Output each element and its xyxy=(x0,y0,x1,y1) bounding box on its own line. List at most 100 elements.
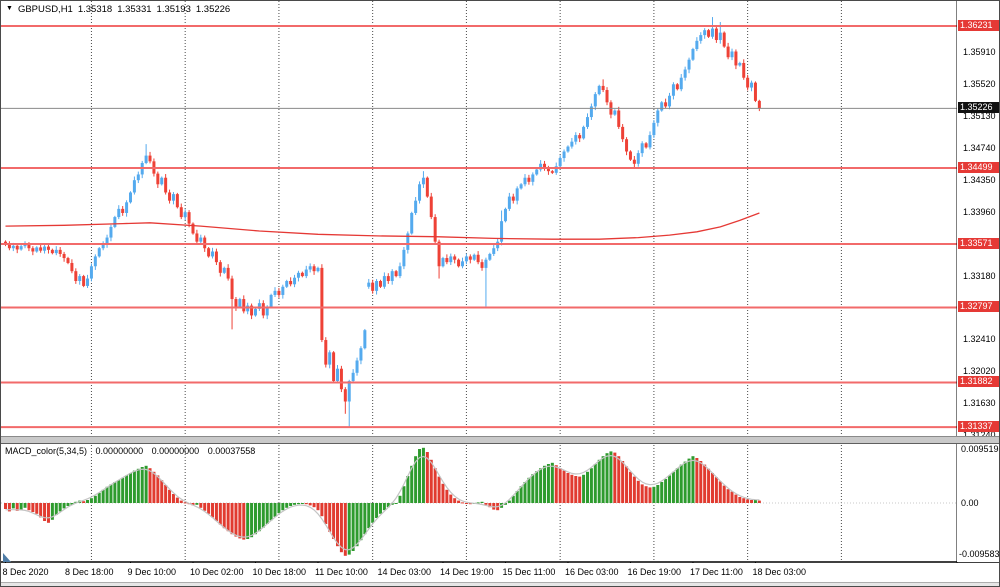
candle-body xyxy=(359,348,363,361)
macd-histogram-bar xyxy=(425,452,429,503)
macd-histogram-bar xyxy=(136,468,140,503)
macd-histogram-bar xyxy=(718,481,722,503)
macd-histogram-bar xyxy=(414,456,418,503)
macd-histogram-bar xyxy=(644,486,648,503)
price-tick-label: 1.34740 xyxy=(963,143,996,154)
macd-histogram-bar xyxy=(175,497,179,503)
candle-body xyxy=(703,30,707,36)
candle-body xyxy=(332,352,336,382)
level-price-badge: 1.33571 xyxy=(958,238,999,250)
candle-body xyxy=(582,126,586,139)
macd-histogram-bar xyxy=(46,503,50,523)
candle-body xyxy=(566,146,570,152)
candle-body xyxy=(328,352,332,365)
moving-average-line xyxy=(5,212,760,240)
candle-body xyxy=(621,126,625,140)
candle-body xyxy=(109,226,113,238)
macd-histogram-bar xyxy=(351,503,355,551)
candle-body xyxy=(500,221,504,242)
macd-histogram-bar xyxy=(89,498,93,503)
macd-histogram-bar xyxy=(488,503,492,508)
macd-histogram-bar xyxy=(74,501,78,503)
macd-histogram-bar xyxy=(113,482,117,503)
time-label: 11 Dec 10:00 xyxy=(314,567,368,577)
candle-body xyxy=(601,85,605,91)
candle-body xyxy=(86,278,90,286)
candle-body xyxy=(222,267,226,273)
macd-histogram-bar xyxy=(461,502,465,504)
price-tick-label: 1.31240 xyxy=(963,430,996,440)
macd-histogram-bar xyxy=(109,484,113,503)
macd-histogram-bar xyxy=(378,503,382,514)
candle-body xyxy=(457,259,461,267)
candle-body xyxy=(183,212,187,218)
macd-histogram-bar xyxy=(296,503,300,505)
time-axis[interactable]: 8 Dec 2020 8 Dec 18:00 9 Dec 10:00 10 Dec 0… xyxy=(1,563,999,582)
candle-body xyxy=(511,196,515,201)
macd-histogram-bar xyxy=(304,503,308,505)
macd-histogram-bar xyxy=(605,453,609,503)
macd-histogram-bar xyxy=(31,503,35,512)
candle-body xyxy=(750,82,754,88)
macd-histogram-bar xyxy=(554,465,558,503)
price-tick-label: 1.33960 xyxy=(963,207,996,218)
macd-histogram-bar xyxy=(164,485,168,503)
candle-body xyxy=(543,163,547,168)
macd-histogram-bar xyxy=(609,451,613,503)
candle-body xyxy=(722,32,726,47)
candle-body xyxy=(648,135,652,148)
candle-body xyxy=(78,276,82,282)
macd-histogram-bar xyxy=(675,468,679,503)
candle-body xyxy=(281,286,285,295)
macd-histogram-bar xyxy=(27,503,31,511)
time-label: 17 Dec 11:00 xyxy=(689,567,743,577)
macd-histogram-bar xyxy=(410,465,414,503)
price-axis[interactable]: 1.36231 1.34499 1.33571 1.32797 1.31882 … xyxy=(957,1,999,562)
macd-histogram-bar xyxy=(511,495,515,503)
macd-histogram-bar xyxy=(375,503,379,518)
macd-histogram-bar xyxy=(742,498,746,503)
macd-histogram-bar xyxy=(191,503,195,506)
candle-body xyxy=(539,163,543,170)
candle-body xyxy=(367,282,371,287)
candle-body xyxy=(734,51,738,66)
candle-body xyxy=(355,360,359,373)
current-price-badge: 1.35226 xyxy=(958,102,999,114)
ohlc-high: 1.35331 xyxy=(117,3,152,15)
macd-histogram-bar xyxy=(183,502,187,504)
macd-histogram-bar xyxy=(4,503,7,509)
candle-body xyxy=(585,117,589,127)
candle-body xyxy=(531,174,535,182)
macd-histogram-bar xyxy=(722,485,726,503)
macd-scale-zero: 0.00 xyxy=(961,498,979,508)
macd-histogram-bar xyxy=(613,452,617,503)
macd-histogram-bar xyxy=(230,503,234,535)
macd-histogram-bar xyxy=(406,476,410,503)
candle-body xyxy=(250,305,254,316)
candle-body xyxy=(683,69,687,78)
candle-body xyxy=(742,62,746,78)
macd-histogram-bar xyxy=(597,459,601,503)
macd-histogram-bar xyxy=(601,456,605,503)
macd-histogram-bar xyxy=(43,503,47,521)
macd-histogram-bar xyxy=(394,503,398,504)
macd-histogram-bar xyxy=(238,503,242,539)
macd-histogram-bar xyxy=(121,477,125,503)
candle-body xyxy=(449,256,453,263)
macd-histogram-bar xyxy=(23,503,27,508)
macd-histogram-bar xyxy=(105,486,109,503)
macd-histogram-bar xyxy=(70,503,74,505)
macd-histogram-bar xyxy=(441,483,445,503)
panel-splitter[interactable] xyxy=(1,436,999,444)
candle-body xyxy=(668,95,672,107)
macd-histogram-bar xyxy=(418,449,422,503)
macd-histogram-bar xyxy=(250,503,254,538)
candle-body xyxy=(687,59,691,70)
macd-histogram-bar xyxy=(140,467,144,503)
status-strip xyxy=(1,582,999,586)
candle-body xyxy=(382,276,386,287)
candle-body xyxy=(43,246,47,251)
macd-histogram-bar xyxy=(328,503,332,532)
symbol-dropdown-icon[interactable]: ▼ xyxy=(6,5,13,12)
